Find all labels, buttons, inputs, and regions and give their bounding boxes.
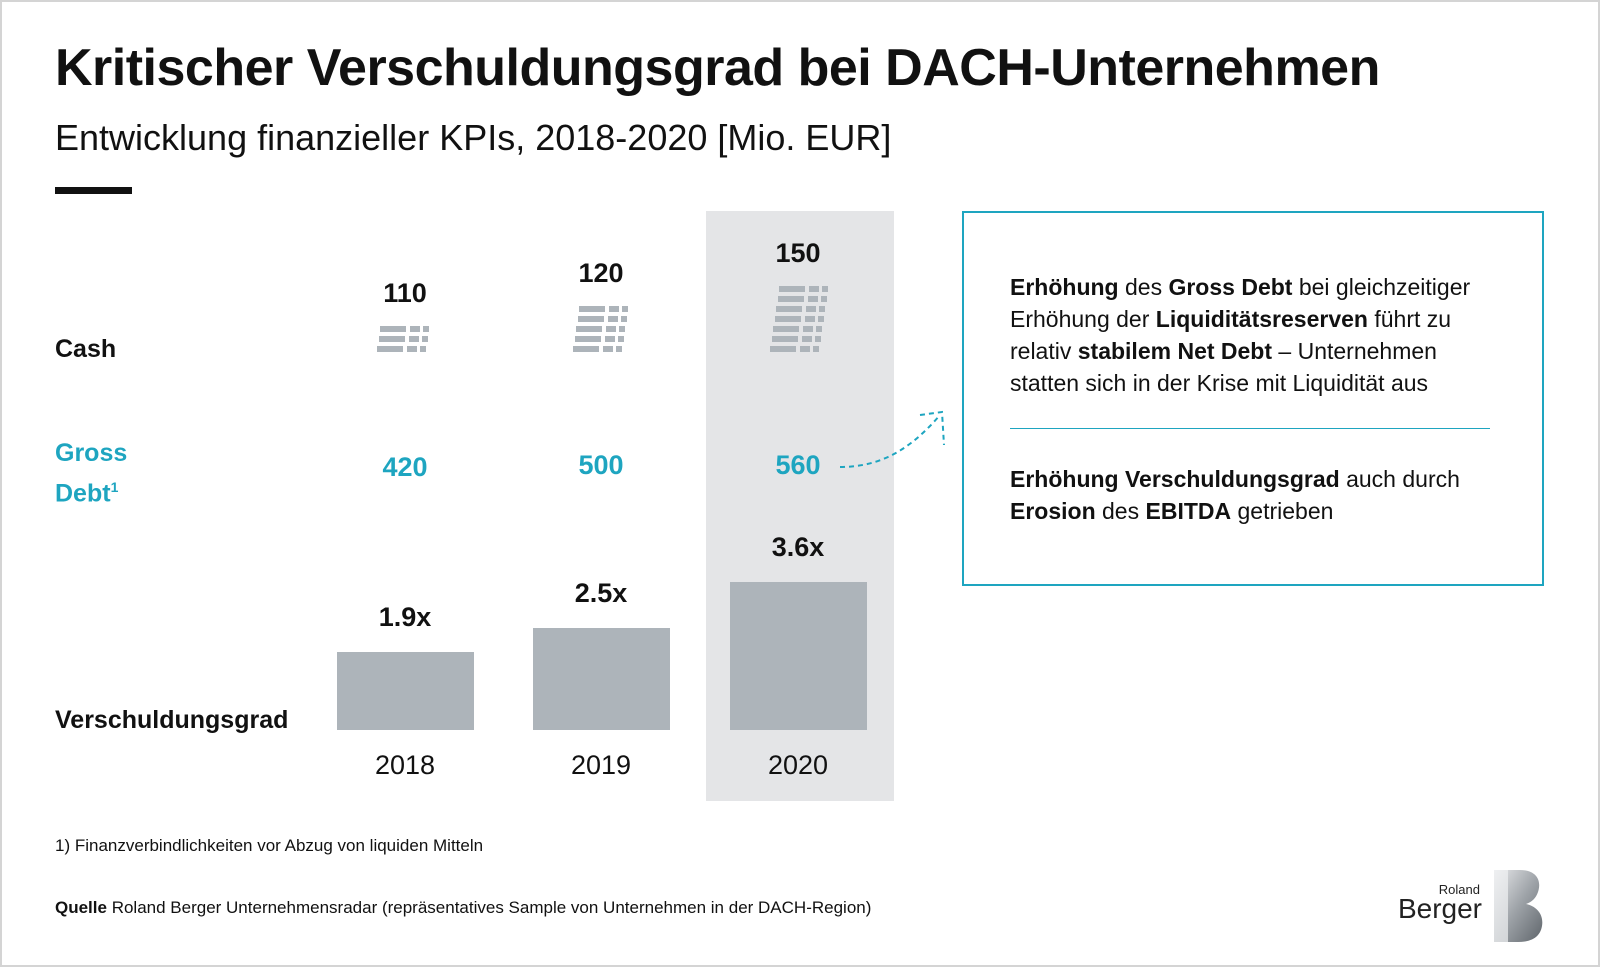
row-label-gross-debt: Gross Debt1 [55, 436, 127, 510]
insight-1-segment: Liquiditätsreserven [1155, 306, 1368, 332]
cash-stack-segment [807, 296, 818, 302]
insight-2-segment: auch durch [1339, 466, 1460, 492]
cash-stack-segment [809, 286, 819, 292]
cash-stack-segment [620, 316, 627, 322]
cash-stack-segment [616, 346, 622, 352]
title-underline [55, 187, 132, 194]
insight-divider [1010, 428, 1490, 429]
cash-stack-segment [801, 336, 812, 342]
x-tick-label-2019: 2019 [570, 750, 632, 780]
cash-stack-segment [814, 336, 821, 342]
logo-b-mark-icon [1494, 870, 1543, 942]
cash-stack-segment [576, 326, 602, 332]
insight-text-2: Erhöhung Verschuldungsgrad auch durch Er… [1010, 463, 1510, 527]
cash-stack-segment [776, 306, 802, 312]
cash-stack-segment [622, 306, 628, 312]
footnote-marker: 1 [110, 479, 119, 495]
x-tick-label-2018: 2018 [374, 750, 436, 780]
cash-stack-segment [408, 336, 419, 342]
cash-stack-segment [420, 346, 426, 352]
cash-stack-segment [378, 336, 405, 342]
cash-stack-segment [574, 336, 601, 342]
cash-value-2018: 110 [383, 278, 427, 308]
cash-stack-segment [813, 346, 819, 352]
cash-stack-segment [579, 306, 605, 312]
logo-text-berger: Berger [1397, 893, 1482, 924]
leverage-bar-2020 [729, 582, 867, 730]
row-label-cash: Cash [55, 335, 117, 363]
cash-stack-segment [800, 346, 810, 352]
leverage-bar-2018 [336, 652, 474, 730]
insight-2-segment: EBITDA [1145, 498, 1232, 524]
cash-stack-segment [777, 296, 804, 302]
insight-box: Erhöhung des Gross Debt bei gleichzeitig… [962, 211, 1544, 586]
cash-stack-segment [779, 286, 805, 292]
cash-value-2020: 150 [775, 238, 821, 268]
leverage-value-2019: 2.5x [574, 577, 628, 608]
cash-stack-segment [573, 346, 599, 352]
cash-stack-segment [773, 326, 799, 332]
cash-stack-segment [803, 326, 813, 332]
source-line: Quelle Roland Berger Unternehmensradar (… [55, 898, 871, 918]
insight-1-segment: des [1118, 274, 1169, 300]
insight-1-segment: – Unternehmen statten sich in der Krise … [1010, 338, 1437, 396]
cash-stack-segment [606, 326, 616, 332]
arrow-icon [839, 410, 945, 468]
cash-stack-segment [604, 336, 615, 342]
cash-stack-segment [817, 316, 824, 322]
insight-2-segment: Erosion [1010, 498, 1096, 524]
insight-1-segment: Erhöhung [1010, 274, 1119, 300]
cash-stack-segment [819, 306, 825, 312]
cash-stack-segment [619, 326, 625, 332]
cash-stack-segment [603, 346, 613, 352]
cash-stack-segment [774, 316, 801, 322]
leverage-value-2018: 1.9x [378, 602, 432, 633]
roland-berger-logo: Roland Berger [1396, 868, 1546, 943]
cash-stack-segment [771, 336, 798, 342]
page-subtitle: Entwicklung finanzieller KPIs, 2018-2020… [55, 117, 892, 158]
cash-stack-segment [380, 326, 406, 332]
source-text: Roland Berger Unternehmensradar (repräse… [106, 898, 872, 917]
leverage-value-2020: 3.6x [771, 532, 825, 563]
gross-debt-value-2018: 420 [382, 452, 428, 482]
cash-value-2019: 120 [578, 258, 624, 288]
gross-debt-value-2019: 500 [578, 450, 624, 480]
leverage-bar-2019 [532, 627, 670, 730]
footnote: 1) Finanzverbindlichkeiten vor Abzug von… [55, 836, 484, 855]
cash-stack-segment [617, 336, 624, 342]
insight-1-segment: Gross Debt [1168, 274, 1293, 300]
cash-stack-segment [410, 326, 420, 332]
cash-stack-segment [806, 306, 816, 312]
cash-stack-segment [423, 326, 429, 332]
logo-text-roland: Roland [1438, 882, 1480, 897]
cash-stack-segment [822, 286, 828, 292]
cash-stack-segment [820, 296, 827, 302]
cash-stack-segment [421, 336, 428, 342]
cash-stack-segment [407, 346, 417, 352]
gross-label-line2: Debt [55, 479, 111, 508]
insight-2-segment: des [1095, 498, 1146, 524]
insight-2-segment: Erhöhung Verschuldungsgrad [1010, 466, 1340, 492]
cash-stack-segment [607, 316, 618, 322]
insight-1-segment: stabilem Net Debt [1077, 338, 1273, 364]
page-title: Kritischer Verschuldungsgrad bei DACH-Un… [55, 39, 1380, 97]
x-tick-label-2020: 2020 [767, 750, 829, 780]
insight-1-segment: führt zu relativ [1010, 306, 1452, 364]
cash-stack-segment [804, 316, 815, 322]
cash-stack-segment [577, 316, 604, 322]
insight-text-1: Erhöhung des Gross Debt bei gleichzeitig… [1010, 271, 1510, 399]
source-label: Quelle [55, 898, 107, 917]
insight-2-segment: getrieben [1231, 498, 1334, 524]
cash-stack-segment [770, 346, 796, 352]
cash-stack-segment [377, 346, 403, 352]
cash-stack-segment [609, 306, 619, 312]
insight-1-segment: bei gleichzeitiger Erhöhung der [1010, 274, 1471, 332]
gross-label-line1: Gross [55, 439, 128, 467]
gross-debt-value-2020: 560 [775, 450, 821, 480]
cash-stack-segment [816, 326, 822, 332]
row-label-leverage: Verschuldungsgrad [55, 706, 289, 734]
